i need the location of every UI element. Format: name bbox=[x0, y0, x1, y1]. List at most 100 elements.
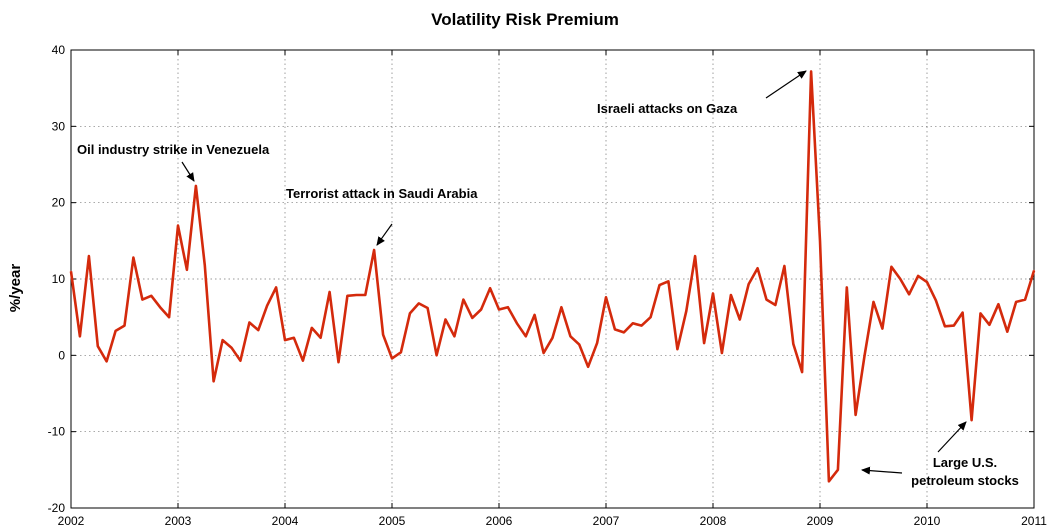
data-point bbox=[872, 301, 875, 303]
x-tick-label: 2002 bbox=[58, 514, 85, 528]
data-point bbox=[453, 335, 456, 338]
annotation-petroleum-text-line1: Large U.S. bbox=[933, 455, 997, 470]
x-tick-label: 2006 bbox=[486, 514, 513, 528]
data-point bbox=[1024, 298, 1026, 301]
data-point bbox=[890, 266, 893, 268]
data-point bbox=[150, 295, 153, 297]
data-point bbox=[863, 354, 866, 357]
data-point bbox=[328, 291, 331, 293]
x-tick-label: 2005 bbox=[379, 514, 406, 528]
data-point bbox=[569, 335, 572, 338]
data-point bbox=[854, 414, 857, 416]
y-tick-label: 10 bbox=[52, 272, 66, 286]
y-tick-label: -10 bbox=[48, 425, 66, 439]
data-point bbox=[614, 328, 616, 331]
data-point bbox=[418, 302, 420, 305]
data-point bbox=[293, 337, 295, 339]
data-point bbox=[302, 359, 304, 362]
y-tick-label: -20 bbox=[48, 501, 66, 515]
data-point bbox=[926, 281, 928, 283]
data-point bbox=[935, 299, 937, 302]
annotation-venezuela-arrow bbox=[181, 161, 195, 182]
data-point bbox=[168, 316, 170, 319]
data-point bbox=[79, 335, 81, 338]
chart-title: Volatility Risk Premium bbox=[431, 10, 619, 29]
data-point bbox=[640, 324, 643, 327]
annotation-venezuela-text: Oil industry strike in Venezuela bbox=[77, 142, 270, 157]
data-point bbox=[917, 275, 919, 277]
data-point bbox=[97, 345, 99, 348]
x-tick-label: 2011 bbox=[1021, 514, 1047, 528]
data-point bbox=[373, 249, 375, 251]
series-line bbox=[69, 70, 1036, 483]
data-point bbox=[284, 339, 286, 341]
data-point bbox=[551, 337, 554, 339]
y-tick-label: 0 bbox=[58, 348, 65, 362]
data-point bbox=[605, 296, 607, 299]
annotation-gaza-text: Israeli attacks on Gaza bbox=[597, 101, 738, 116]
data-point bbox=[204, 264, 206, 267]
data-point bbox=[311, 327, 313, 329]
data-point bbox=[899, 278, 902, 280]
data-point bbox=[810, 70, 812, 73]
data-point bbox=[319, 337, 322, 339]
annotation-saudi-text: Terrorist attack in Saudi Arabia bbox=[286, 186, 478, 201]
data-point bbox=[248, 321, 251, 324]
data-point bbox=[364, 294, 367, 296]
data-point bbox=[355, 294, 358, 296]
data-point bbox=[783, 265, 786, 267]
data-point bbox=[774, 304, 777, 306]
data-point bbox=[560, 306, 563, 309]
data-point bbox=[70, 270, 72, 273]
data-point bbox=[275, 286, 277, 289]
x-tick-label: 2009 bbox=[807, 514, 834, 528]
data-point bbox=[837, 469, 839, 471]
data-point bbox=[1006, 330, 1009, 333]
data-point bbox=[685, 310, 688, 312]
grid-lines bbox=[71, 50, 1034, 508]
data-point bbox=[400, 351, 402, 354]
axis-ticks: -20 -10 0 10 20 30 40 2002 2003 2004 2005 2006 2007 2… bbox=[48, 43, 1048, 528]
annotation-saudi-arrow bbox=[376, 223, 393, 246]
data-point bbox=[337, 361, 340, 364]
data-point bbox=[542, 352, 545, 354]
data-point bbox=[257, 329, 260, 331]
annotation-petroleum-arrow-left bbox=[861, 466, 903, 475]
data-point bbox=[828, 480, 830, 483]
data-point bbox=[533, 314, 536, 316]
x-tick-label: 2010 bbox=[914, 514, 941, 528]
data-point bbox=[712, 292, 714, 295]
y-tick-label: 20 bbox=[52, 196, 66, 210]
data-point bbox=[88, 255, 90, 257]
data-point bbox=[694, 255, 696, 257]
data-point bbox=[1033, 269, 1035, 272]
data-point bbox=[988, 324, 991, 326]
data-point bbox=[801, 371, 803, 373]
data-point bbox=[1015, 301, 1017, 303]
data-point bbox=[489, 287, 491, 290]
data-point bbox=[435, 354, 438, 357]
data-point bbox=[578, 343, 581, 346]
data-point bbox=[498, 308, 500, 311]
data-point bbox=[881, 327, 884, 330]
data-point bbox=[997, 303, 1000, 306]
data-point bbox=[649, 316, 652, 319]
data-point bbox=[596, 342, 598, 344]
data-point bbox=[480, 308, 482, 311]
series-layer bbox=[69, 70, 1036, 483]
data-point bbox=[908, 293, 910, 296]
annotation-petroleum-text-line2: petroleum stocks bbox=[911, 473, 1019, 488]
y-axis-label: %/year bbox=[7, 264, 24, 313]
data-point bbox=[739, 318, 741, 321]
annotation-gaza-arrow bbox=[765, 70, 807, 99]
data-point bbox=[159, 306, 161, 309]
x-tick-label: 2007 bbox=[593, 514, 620, 528]
data-point bbox=[516, 322, 518, 325]
annotation-saudi: Terrorist attack in Saudi Arabia bbox=[286, 186, 478, 246]
data-point bbox=[667, 280, 670, 283]
annotation-venezuela: Oil industry strike in Venezuela bbox=[77, 142, 270, 182]
data-point bbox=[132, 256, 135, 259]
x-tick-label: 2008 bbox=[700, 514, 727, 528]
